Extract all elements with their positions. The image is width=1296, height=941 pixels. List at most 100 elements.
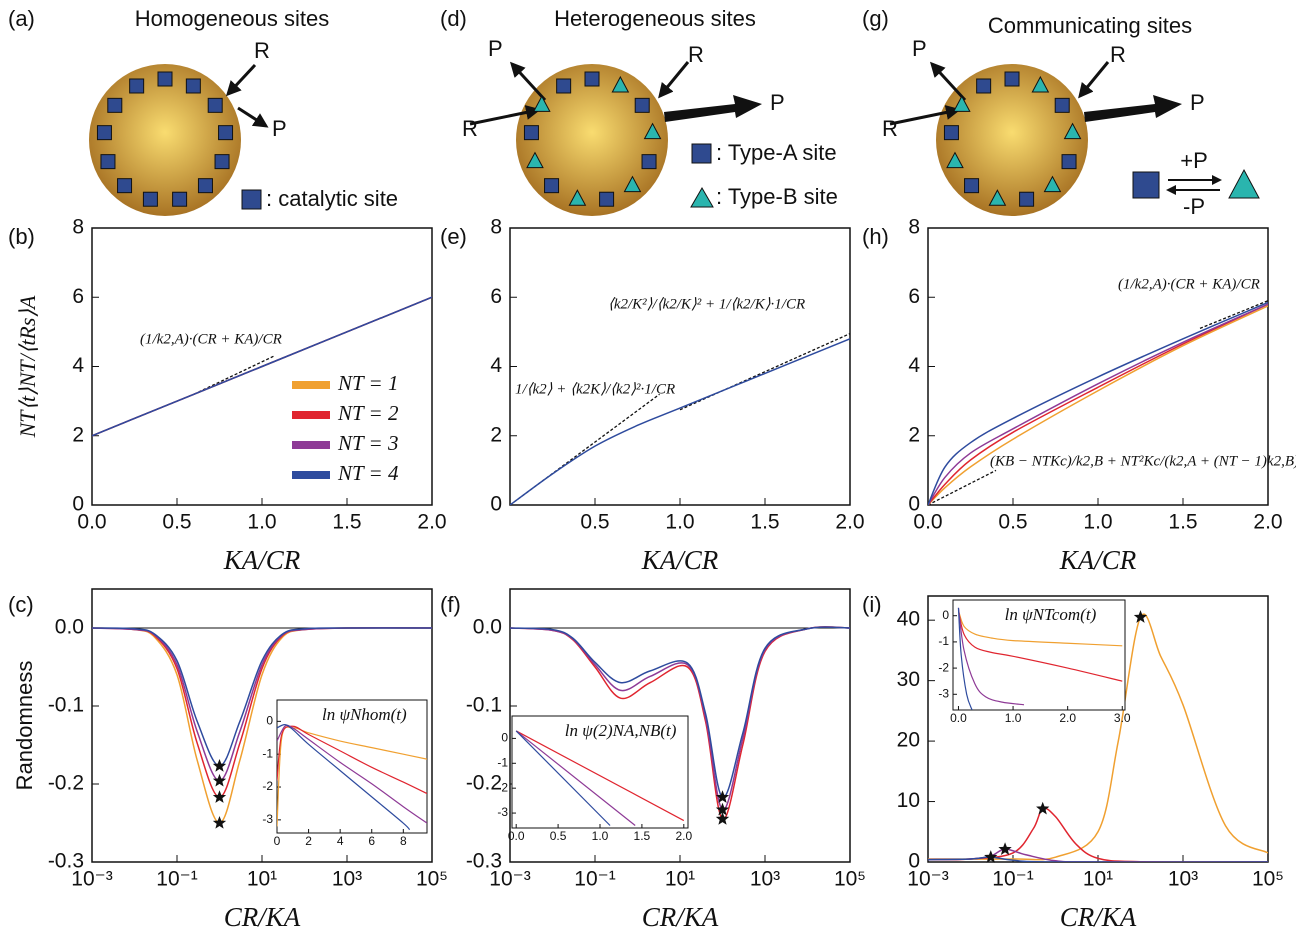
- series-line: [277, 726, 427, 827]
- formula-annotation: 1/⟨k2⟩ + ⟨k2K⟩/⟨k2⟩²·1/CR: [515, 381, 675, 397]
- plot-frame: [952, 599, 1126, 711]
- star-marker: [212, 759, 227, 772]
- star-marker: [715, 802, 730, 816]
- series-line: [928, 303, 1268, 505]
- legend-text: : catalytic site: [266, 186, 398, 211]
- y-tick-label: 6: [72, 285, 84, 308]
- arrow: [1084, 95, 1182, 122]
- x-tick-label: 8: [400, 834, 407, 848]
- star-marker: [998, 842, 1012, 855]
- reaction-label: +P: [1180, 148, 1208, 173]
- arrow: [658, 61, 690, 99]
- y-tick-label: 0: [942, 608, 949, 622]
- star-marker: [212, 790, 227, 803]
- plot-area: [515, 730, 685, 826]
- site-square: [1019, 191, 1035, 207]
- site-square: [976, 78, 992, 94]
- y-tick-label: 2: [908, 423, 920, 446]
- y-tick-label: 0: [908, 850, 920, 873]
- x-tick-label: 2.0: [417, 511, 446, 534]
- x-tick-label: 10¹: [1083, 868, 1113, 891]
- site-triangle: [1063, 122, 1082, 140]
- plot-area: [92, 627, 432, 824]
- plot-area: [928, 300, 1268, 505]
- series-line: [515, 730, 611, 826]
- legend-square: [691, 143, 712, 164]
- site-square: [556, 78, 572, 94]
- x-axis-label: CR/KA: [1060, 902, 1137, 932]
- series-line: [510, 626, 850, 799]
- plot: 0.5 1.0 1.5 2.0 0 2 4 6 8 1/⟨k2⟩ + ⟨k2K⟩/⟨k2⟩²·1/…: [490, 216, 864, 576]
- y-tick-label: 6: [908, 285, 920, 308]
- formula-annotation: (1/k2,A)·(CR + KA)/CR: [140, 331, 282, 347]
- y-tick-label: -1: [938, 634, 949, 648]
- x-tick-label: 1.0: [1005, 711, 1022, 725]
- panel-label: (b): [8, 224, 35, 249]
- y-tick-label: -3: [262, 812, 273, 826]
- plot-area: [928, 613, 1268, 862]
- x-tick-label: 0.5: [580, 511, 609, 534]
- x-tick-label: 6: [368, 834, 375, 848]
- y-tick-label: 4: [72, 354, 84, 377]
- inset: 0.0 0.5 1.0 1.5 2.0 0 -1 -2 -3 ln ψ(2)NA,NB(t): [497, 715, 692, 843]
- inset: 0 2 4 6 8 0 -1 -2 -3 ln ψNhom(t): [262, 699, 428, 848]
- y-tick-label: -0.1: [48, 694, 84, 717]
- series-line: [957, 607, 973, 710]
- legend-square: [241, 189, 262, 210]
- series-line: [515, 730, 685, 822]
- x-tick-label: 2: [305, 834, 312, 848]
- x-tick-label: 2.0: [675, 829, 692, 843]
- x-axis-label: KA/CR: [641, 545, 719, 575]
- site-triangle: [623, 175, 642, 193]
- star-marker: [984, 850, 998, 863]
- arrow: [1078, 61, 1110, 99]
- y-tick-label: 6: [490, 285, 502, 308]
- y-tick-label: 8: [490, 216, 502, 239]
- site-triangle: [952, 95, 971, 112]
- legend-triangle: [690, 187, 714, 208]
- y-tick-label: 0: [72, 493, 84, 516]
- y-tick-label: -0.2: [48, 772, 84, 795]
- x-tick-label: 10⁻¹: [574, 868, 615, 891]
- x-tick-label: 10¹: [665, 868, 695, 891]
- arrow: [509, 61, 547, 102]
- y-axis-label: Randomness: [12, 661, 37, 791]
- arrow: [237, 106, 269, 128]
- plot-frame: [927, 227, 1269, 506]
- x-tick-label: 3.0: [1114, 711, 1131, 725]
- site-square: [1004, 71, 1020, 87]
- x-tick-label: 0.5: [550, 829, 567, 843]
- series-line: [928, 613, 1268, 861]
- x-tick-label: 2.0: [835, 511, 864, 534]
- particle: [936, 64, 1088, 216]
- y-tick-label: 8: [908, 216, 920, 239]
- site-square: [634, 97, 650, 113]
- site-square: [96, 125, 112, 141]
- arrow: [664, 95, 762, 122]
- plot-frame: [509, 227, 851, 506]
- panel-label: (i): [862, 592, 882, 617]
- series-line: [957, 607, 1025, 706]
- panel-label: (d): [440, 6, 467, 31]
- x-tick-label: 10⁻³: [907, 868, 948, 891]
- plot: 0.0 0.5 1.0 1.5 2.0 0 2 4 6 8 (1/k2,A)·(CR + KA)/C…: [908, 216, 1296, 576]
- y-tick-label: -0.3: [466, 850, 502, 873]
- inset-title: ln ψNhom(t): [322, 705, 407, 724]
- series-line: [928, 305, 1268, 505]
- site-square: [129, 78, 145, 94]
- site-square: [641, 154, 657, 170]
- x-tick-label: 1.0: [1083, 511, 1112, 534]
- site-square: [207, 97, 223, 113]
- x-tick-label: 10⁵: [1252, 868, 1284, 891]
- reaction-label: -P: [1183, 194, 1205, 219]
- y-axis-label: NT⟨t⟩NT/⟨tRs⟩A: [15, 295, 40, 438]
- series-line: [957, 610, 1123, 647]
- site-square: [214, 154, 230, 170]
- site-square: [142, 191, 158, 207]
- x-axis-label: CR/KA: [642, 902, 719, 932]
- series-line: [277, 725, 427, 795]
- x-tick-label: 1.0: [665, 511, 694, 534]
- asymptote: [1199, 300, 1268, 330]
- species-label: R: [1110, 42, 1126, 67]
- star-marker: [212, 816, 227, 829]
